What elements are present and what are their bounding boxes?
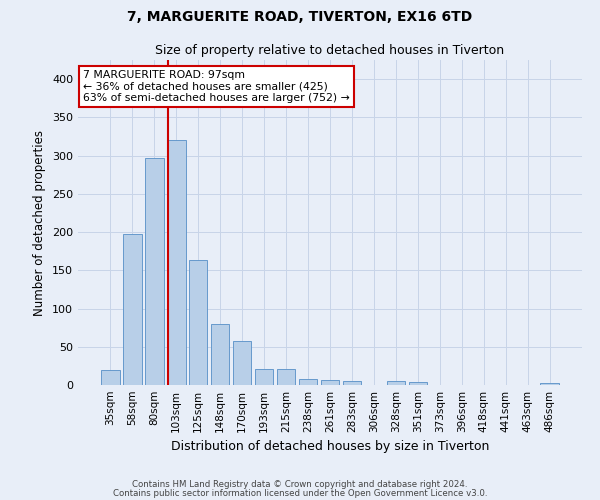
- Bar: [145, 158, 164, 385]
- Title: Size of property relative to detached houses in Tiverton: Size of property relative to detached ho…: [155, 44, 505, 58]
- Bar: [386, 381, 405, 385]
- Bar: [233, 342, 251, 385]
- Bar: [167, 140, 185, 385]
- Text: Contains public sector information licensed under the Open Government Licence v3: Contains public sector information licen…: [113, 489, 487, 498]
- Bar: [123, 234, 142, 385]
- Y-axis label: Number of detached properties: Number of detached properties: [34, 130, 46, 316]
- Bar: [541, 382, 559, 385]
- Text: Contains HM Land Registry data © Crown copyright and database right 2024.: Contains HM Land Registry data © Crown c…: [132, 480, 468, 489]
- Bar: [320, 380, 340, 385]
- Bar: [277, 369, 295, 385]
- Text: 7 MARGUERITE ROAD: 97sqm
← 36% of detached houses are smaller (425)
63% of semi-: 7 MARGUERITE ROAD: 97sqm ← 36% of detach…: [83, 70, 350, 103]
- Bar: [299, 379, 317, 385]
- Bar: [211, 324, 229, 385]
- X-axis label: Distribution of detached houses by size in Tiverton: Distribution of detached houses by size …: [171, 440, 489, 454]
- Bar: [101, 370, 119, 385]
- Bar: [255, 369, 274, 385]
- Bar: [409, 382, 427, 385]
- Text: 7, MARGUERITE ROAD, TIVERTON, EX16 6TD: 7, MARGUERITE ROAD, TIVERTON, EX16 6TD: [127, 10, 473, 24]
- Bar: [343, 381, 361, 385]
- Bar: [189, 260, 208, 385]
